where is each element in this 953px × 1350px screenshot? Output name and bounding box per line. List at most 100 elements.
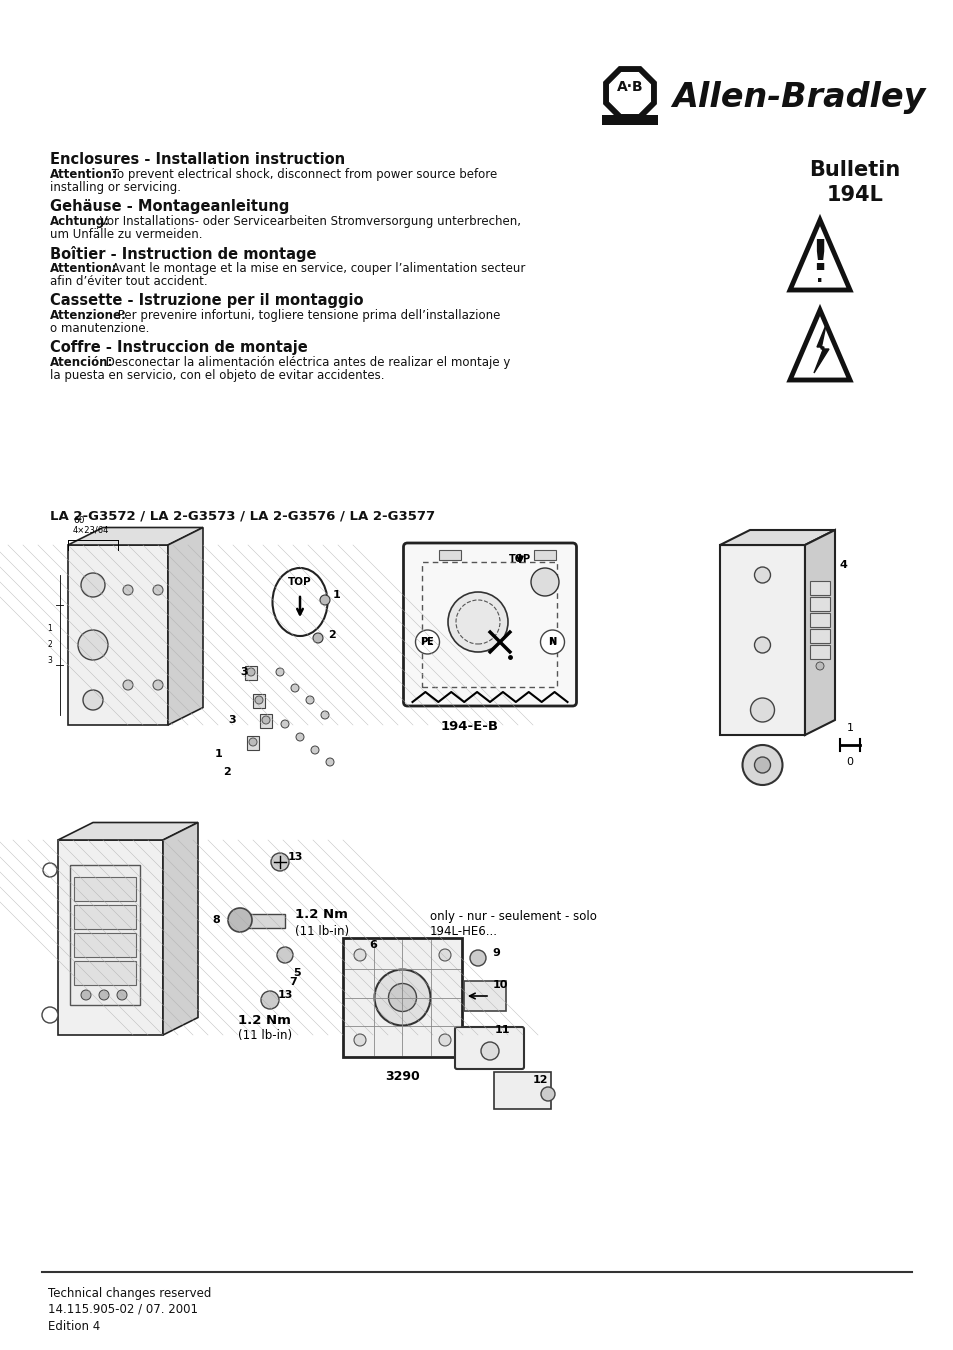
Circle shape (81, 572, 105, 597)
Polygon shape (804, 531, 834, 734)
Text: 1.2 Nm: 1.2 Nm (294, 909, 348, 922)
FancyBboxPatch shape (534, 549, 556, 560)
Text: installing or servicing.: installing or servicing. (50, 181, 181, 194)
Circle shape (276, 946, 293, 963)
Circle shape (81, 963, 91, 972)
Text: Bulletin: Bulletin (808, 161, 900, 180)
FancyBboxPatch shape (809, 580, 829, 595)
Circle shape (448, 593, 507, 652)
Text: 194L: 194L (825, 185, 882, 205)
Circle shape (99, 963, 109, 972)
Text: 14.115.905-02 / 07. 2001: 14.115.905-02 / 07. 2001 (48, 1301, 198, 1315)
Text: um Unfälle zu vermeiden.: um Unfälle zu vermeiden. (50, 228, 202, 242)
Text: Atención:: Atención: (50, 356, 113, 369)
Circle shape (254, 697, 263, 703)
Polygon shape (603, 68, 655, 119)
Text: Allen-Bradley: Allen-Bradley (671, 81, 924, 113)
Text: QUALITY: QUALITY (618, 100, 640, 105)
Circle shape (540, 1087, 555, 1102)
Text: Attention:: Attention: (50, 262, 117, 275)
Text: Technical changes reserved: Technical changes reserved (48, 1287, 212, 1300)
Circle shape (754, 757, 770, 774)
Text: !: ! (810, 238, 829, 279)
Text: 10: 10 (492, 980, 507, 990)
Circle shape (247, 668, 254, 676)
Text: Attenzione:: Attenzione: (50, 309, 127, 323)
Circle shape (416, 630, 439, 653)
Text: 1.2 Nm: 1.2 Nm (237, 1014, 291, 1026)
Polygon shape (789, 310, 849, 379)
Text: 3: 3 (240, 667, 248, 676)
Circle shape (271, 853, 289, 871)
Circle shape (354, 949, 366, 961)
Polygon shape (789, 220, 849, 290)
Text: (11 lb-in): (11 lb-in) (294, 926, 349, 938)
Circle shape (750, 698, 774, 722)
Text: (11 lb-in): (11 lb-in) (237, 1030, 292, 1042)
Text: 13: 13 (277, 990, 294, 1000)
Text: A·B: A·B (616, 80, 642, 94)
Circle shape (306, 697, 314, 703)
FancyBboxPatch shape (494, 1072, 551, 1108)
FancyBboxPatch shape (234, 914, 285, 927)
Ellipse shape (273, 568, 327, 636)
Text: Vor Installations- oder Servicearbeiten Stromversorgung unterbrechen,: Vor Installations- oder Servicearbeiten … (96, 215, 521, 228)
Circle shape (117, 934, 127, 944)
Text: 1: 1 (333, 590, 340, 599)
Circle shape (43, 863, 57, 878)
Text: 194L-HE6...: 194L-HE6... (430, 925, 497, 938)
Circle shape (42, 1007, 58, 1023)
Circle shape (319, 595, 330, 605)
Circle shape (388, 984, 416, 1011)
Text: 1: 1 (214, 749, 222, 759)
FancyBboxPatch shape (74, 904, 136, 929)
Circle shape (281, 720, 289, 728)
Circle shape (83, 690, 103, 710)
Text: Per prevenire infortuni, togliere tensione prima dell’installazione: Per prevenire infortuni, togliere tensio… (113, 309, 499, 323)
Circle shape (480, 1042, 498, 1060)
Polygon shape (68, 545, 168, 725)
FancyBboxPatch shape (253, 694, 265, 707)
Text: TOP: TOP (508, 554, 531, 564)
FancyBboxPatch shape (438, 549, 460, 560)
Polygon shape (720, 545, 804, 734)
Circle shape (295, 733, 304, 741)
Polygon shape (168, 528, 203, 725)
Text: la puesta en servicio, con el objeto de evitar accidentes.: la puesta en servicio, con el objeto de … (50, 369, 384, 382)
Text: Gehäuse - Montageanleitung: Gehäuse - Montageanleitung (50, 198, 289, 215)
Polygon shape (609, 73, 650, 113)
Text: o manutenzione.: o manutenzione. (50, 323, 150, 335)
Polygon shape (58, 840, 163, 1035)
Text: 13: 13 (288, 852, 303, 863)
Circle shape (354, 1034, 366, 1046)
Circle shape (81, 934, 91, 944)
Circle shape (438, 949, 451, 961)
Circle shape (99, 934, 109, 944)
Text: only - nur - seulement - solo: only - nur - seulement - solo (430, 910, 597, 923)
FancyBboxPatch shape (74, 878, 136, 900)
FancyBboxPatch shape (463, 981, 505, 1011)
Polygon shape (163, 822, 198, 1035)
Circle shape (99, 906, 109, 917)
Text: 3: 3 (228, 716, 235, 725)
Text: 11: 11 (494, 1025, 509, 1035)
Polygon shape (720, 531, 834, 545)
Circle shape (754, 567, 770, 583)
Text: 4: 4 (840, 560, 847, 570)
Text: N: N (548, 637, 556, 647)
Text: 194-E-B: 194-E-B (440, 720, 498, 733)
Circle shape (754, 637, 770, 653)
Text: 1: 1 (845, 724, 853, 733)
Circle shape (313, 633, 323, 643)
FancyBboxPatch shape (809, 645, 829, 659)
Text: N: N (548, 637, 556, 647)
Text: afin d’éviter tout accident.: afin d’éviter tout accident. (50, 275, 208, 288)
Text: Cassette - Istruzione per il montaggio: Cassette - Istruzione per il montaggio (50, 293, 363, 308)
Circle shape (262, 716, 270, 724)
Circle shape (117, 990, 127, 1000)
Circle shape (228, 909, 252, 931)
FancyBboxPatch shape (74, 933, 136, 957)
Circle shape (152, 680, 163, 690)
Circle shape (291, 684, 298, 693)
FancyBboxPatch shape (343, 938, 461, 1057)
